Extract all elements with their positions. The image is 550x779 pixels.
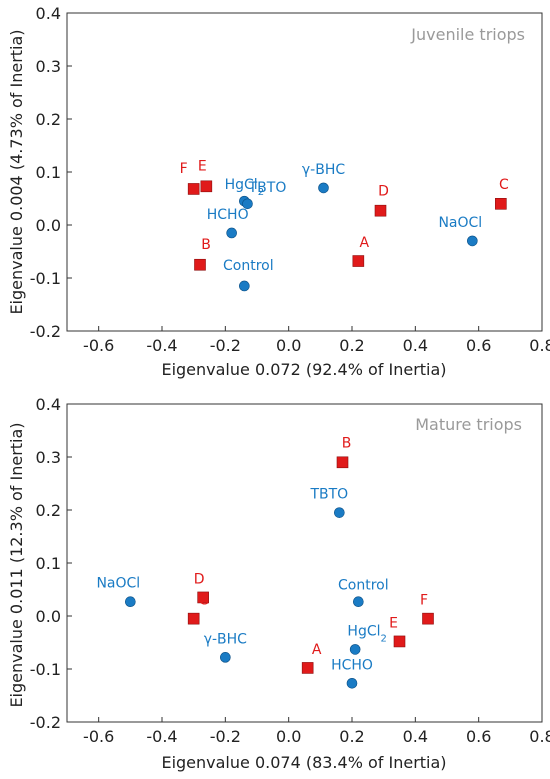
juvenile-species-point <box>194 258 206 271</box>
mature-x-axis-title: Eigenvalue 0.074 (83.4% of Inertia) <box>161 753 446 772</box>
juvenile-species-point <box>187 183 200 195</box>
mature-point-label: Control <box>338 578 389 594</box>
mature-x-tick-label: 0.8 <box>529 727 550 746</box>
juvenile-y-tick-label: 0.1 <box>36 163 61 182</box>
juvenile-point-label: HgCl2 <box>225 177 264 198</box>
mature-y-axis-title: Eigenvalue 0.011 (12.3% of Inertia) <box>7 422 26 707</box>
juvenile-site-point <box>318 182 329 194</box>
mature-site-point <box>353 596 364 607</box>
mature-site-point <box>349 644 361 655</box>
mature-point-label: γ-BHC <box>204 631 247 647</box>
juvenile-y-tick-label: 0.4 <box>36 4 61 23</box>
mature-points: TBTO NaOCl Control γ-BHC HgCl2 HCHO B DC F E A <box>96 435 434 689</box>
mature-point-label: HCHO <box>331 657 373 673</box>
juvenile-point-label: TBTO <box>248 180 287 196</box>
mature-y-tick-label: 0.4 <box>36 395 61 414</box>
mature-site-point <box>334 507 345 518</box>
juvenile-point-label: A <box>360 235 370 251</box>
juvenile-x-tick-label: -0.4 <box>146 336 177 355</box>
mature-x-tick-label: 0.0 <box>276 727 301 746</box>
juvenile-plot-panel: Juvenile triops Eigenvalue 0.072 (92.4% … <box>7 4 550 379</box>
juvenile-site-point <box>242 198 253 210</box>
mature-site-point <box>125 596 136 607</box>
juvenile-y-tick-label: -0.2 <box>30 322 61 341</box>
juvenile-x-tick-label: -0.2 <box>210 336 241 355</box>
mature-plot-title: Mature triops <box>415 415 522 434</box>
mature-point-label: NaOCl <box>96 576 140 592</box>
juvenile-x-tick-label: 0.6 <box>466 336 491 355</box>
juvenile-species-point <box>200 180 213 193</box>
mature-site-point <box>346 678 358 689</box>
juvenile-x-ticks: -0.6 -0.4 -0.2 0.0 0.2 0.4 0.6 0.8 <box>83 326 550 355</box>
juvenile-x-tick-label: 0.4 <box>403 336 428 355</box>
juvenile-point-label: F <box>180 161 188 177</box>
juvenile-y-ticks: -0.2 -0.1 0.0 0.1 0.2 0.3 0.4 <box>30 4 72 341</box>
juvenile-point-label: Control <box>223 258 274 274</box>
juvenile-x-tick-label: 0.0 <box>276 336 301 355</box>
mature-x-tick-label: -0.2 <box>210 727 241 746</box>
juvenile-plot-title: Juvenile triops <box>410 25 525 44</box>
mature-x-tick-label: 0.4 <box>403 727 428 746</box>
mature-species-point <box>197 591 209 604</box>
juvenile-point-label: NaOCl <box>438 215 482 231</box>
juvenile-species-point <box>374 204 387 217</box>
mature-x-ticks: -0.6 -0.4 -0.2 0.0 0.2 0.4 0.6 0.8 <box>83 717 550 746</box>
juvenile-y-tick-label: 0.0 <box>36 216 61 235</box>
mature-species-point <box>301 662 314 674</box>
mature-y-tick-label: -0.1 <box>30 660 61 679</box>
juvenile-x-axis-title: Eigenvalue 0.072 (92.4% of Inertia) <box>161 360 446 379</box>
mature-y-tick-label: 0.1 <box>36 554 61 573</box>
mature-point-label: HgCl2 <box>347 623 386 644</box>
juvenile-point-label: HCHO <box>207 207 249 223</box>
juvenile-x-tick-label: -0.6 <box>83 336 114 355</box>
mature-point-label: F <box>420 593 428 609</box>
juvenile-point-label: E <box>198 158 207 174</box>
juvenile-point-label-subscript: 2 <box>258 187 264 198</box>
mature-species-point <box>336 456 349 469</box>
mature-point-label: C <box>199 593 209 609</box>
mature-point-label: D <box>194 571 205 587</box>
mature-point-label-subscript: 2 <box>381 633 387 644</box>
mature-site-point <box>220 652 231 663</box>
juvenile-site-point <box>226 227 237 239</box>
juvenile-x-tick-label: 0.2 <box>339 336 364 355</box>
mature-x-tick-label: 0.2 <box>339 727 364 746</box>
juvenile-y-tick-label: 0.3 <box>36 57 61 76</box>
juvenile-species-point <box>352 255 365 267</box>
mature-x-tick-label: -0.6 <box>83 727 114 746</box>
mature-y-tick-label: 0.3 <box>36 448 61 467</box>
mature-point-label: B <box>342 435 352 451</box>
mature-plot-panel: Mature triops Eigenvalue 0.074 (83.4% of… <box>7 395 550 772</box>
juvenile-point-label: B <box>201 237 211 253</box>
mature-point-label: A <box>312 642 322 658</box>
juvenile-point-label: γ-BHC <box>302 162 345 178</box>
mature-species-point <box>422 612 434 625</box>
juvenile-point-label: C <box>499 177 509 193</box>
juvenile-point-label: D <box>378 184 389 200</box>
mature-plot-frame <box>66 403 543 723</box>
juvenile-x-tick-label: 0.8 <box>529 336 550 355</box>
juvenile-site-point <box>467 235 478 247</box>
mature-x-tick-label: -0.4 <box>146 727 177 746</box>
juvenile-species-point <box>495 198 507 210</box>
mature-x-tick-label: 0.6 <box>466 727 491 746</box>
mature-point-label: TBTO <box>309 487 348 503</box>
mature-species-point <box>393 635 406 648</box>
mature-y-tick-label: -0.2 <box>30 713 61 732</box>
juvenile-site-point <box>239 280 250 292</box>
mature-y-tick-label: 0.2 <box>36 501 61 520</box>
mature-y-tick-label: 0.0 <box>36 607 61 626</box>
mature-species-point <box>187 612 200 625</box>
juvenile-y-axis-title: Eigenvalue 0.004 (4.73% of Inertia) <box>7 29 26 314</box>
mature-point-label: E <box>389 615 398 631</box>
mature-y-ticks: -0.2 -0.1 0.0 0.1 0.2 0.3 0.4 <box>30 395 72 732</box>
juvenile-y-tick-label: -0.1 <box>30 269 61 288</box>
juvenile-y-tick-label: 0.2 <box>36 110 61 129</box>
